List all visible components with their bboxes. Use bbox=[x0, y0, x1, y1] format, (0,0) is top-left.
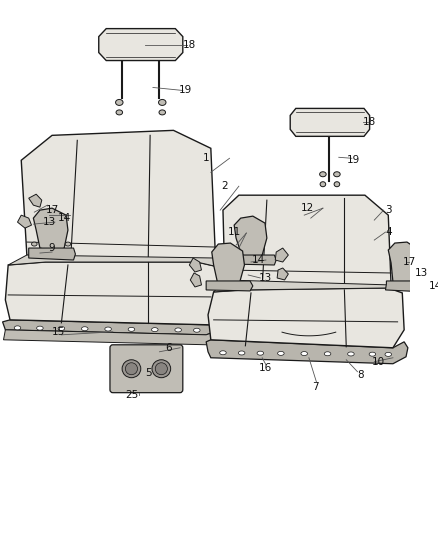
Ellipse shape bbox=[152, 360, 171, 378]
Polygon shape bbox=[4, 328, 229, 345]
Ellipse shape bbox=[152, 328, 158, 332]
Polygon shape bbox=[214, 280, 391, 292]
Text: 3: 3 bbox=[385, 205, 392, 215]
Ellipse shape bbox=[125, 363, 138, 375]
FancyBboxPatch shape bbox=[110, 345, 183, 393]
Ellipse shape bbox=[37, 326, 43, 330]
Ellipse shape bbox=[81, 327, 88, 331]
Text: 14: 14 bbox=[428, 281, 438, 291]
Ellipse shape bbox=[116, 100, 123, 106]
Polygon shape bbox=[277, 268, 288, 280]
Polygon shape bbox=[33, 208, 68, 252]
Ellipse shape bbox=[385, 352, 392, 357]
Ellipse shape bbox=[238, 351, 245, 355]
Text: 19: 19 bbox=[179, 85, 192, 95]
Polygon shape bbox=[5, 262, 225, 325]
Text: 7: 7 bbox=[312, 382, 319, 392]
Text: 11: 11 bbox=[228, 227, 241, 237]
Text: 8: 8 bbox=[357, 370, 364, 379]
Polygon shape bbox=[99, 29, 183, 61]
Ellipse shape bbox=[58, 326, 65, 330]
Polygon shape bbox=[385, 281, 428, 292]
Ellipse shape bbox=[320, 182, 326, 187]
Ellipse shape bbox=[348, 352, 354, 356]
Polygon shape bbox=[234, 216, 267, 258]
Text: 18: 18 bbox=[363, 117, 376, 127]
Text: 17: 17 bbox=[46, 205, 59, 215]
Polygon shape bbox=[388, 242, 421, 286]
Ellipse shape bbox=[159, 110, 166, 115]
Polygon shape bbox=[18, 215, 32, 228]
Text: 9: 9 bbox=[49, 243, 55, 253]
Text: 12: 12 bbox=[300, 203, 314, 213]
Ellipse shape bbox=[105, 327, 111, 331]
Text: 6: 6 bbox=[166, 343, 172, 353]
Text: 14: 14 bbox=[252, 255, 265, 265]
Text: 15: 15 bbox=[52, 327, 65, 337]
Text: 10: 10 bbox=[371, 357, 385, 367]
Text: 13: 13 bbox=[414, 268, 427, 278]
Text: 14: 14 bbox=[57, 213, 71, 223]
Ellipse shape bbox=[324, 352, 331, 356]
Polygon shape bbox=[29, 194, 42, 207]
Text: 2: 2 bbox=[222, 181, 228, 191]
Text: 17: 17 bbox=[403, 257, 417, 267]
Ellipse shape bbox=[194, 328, 200, 332]
Polygon shape bbox=[290, 108, 370, 136]
Polygon shape bbox=[8, 255, 223, 268]
Ellipse shape bbox=[301, 352, 307, 356]
Polygon shape bbox=[29, 248, 75, 260]
Ellipse shape bbox=[32, 242, 37, 246]
Text: 5: 5 bbox=[145, 368, 152, 378]
Ellipse shape bbox=[175, 328, 181, 332]
Text: 13: 13 bbox=[42, 217, 56, 227]
Ellipse shape bbox=[65, 242, 71, 246]
Polygon shape bbox=[275, 248, 288, 262]
Text: 25: 25 bbox=[125, 390, 138, 400]
Polygon shape bbox=[212, 243, 244, 286]
Ellipse shape bbox=[369, 352, 376, 356]
Polygon shape bbox=[189, 258, 201, 272]
Ellipse shape bbox=[122, 360, 141, 378]
Ellipse shape bbox=[334, 172, 340, 177]
Ellipse shape bbox=[159, 100, 166, 106]
Polygon shape bbox=[206, 281, 253, 291]
Ellipse shape bbox=[128, 327, 135, 332]
Ellipse shape bbox=[257, 351, 264, 355]
Polygon shape bbox=[21, 131, 215, 262]
Ellipse shape bbox=[334, 182, 340, 187]
Ellipse shape bbox=[14, 326, 21, 330]
Polygon shape bbox=[3, 320, 227, 335]
Text: 4: 4 bbox=[386, 227, 392, 237]
Ellipse shape bbox=[116, 110, 123, 115]
Ellipse shape bbox=[220, 351, 226, 355]
Polygon shape bbox=[230, 255, 276, 265]
Polygon shape bbox=[190, 273, 201, 287]
Polygon shape bbox=[206, 340, 408, 364]
Text: 1: 1 bbox=[203, 154, 209, 163]
Ellipse shape bbox=[320, 172, 326, 177]
Ellipse shape bbox=[278, 351, 284, 356]
Polygon shape bbox=[421, 275, 433, 289]
Polygon shape bbox=[223, 195, 391, 290]
Polygon shape bbox=[208, 288, 404, 348]
Text: 19: 19 bbox=[347, 155, 360, 165]
Text: 13: 13 bbox=[259, 273, 272, 283]
Polygon shape bbox=[421, 258, 434, 272]
Ellipse shape bbox=[155, 363, 167, 375]
Text: 18: 18 bbox=[183, 39, 196, 50]
Text: 16: 16 bbox=[259, 363, 272, 373]
